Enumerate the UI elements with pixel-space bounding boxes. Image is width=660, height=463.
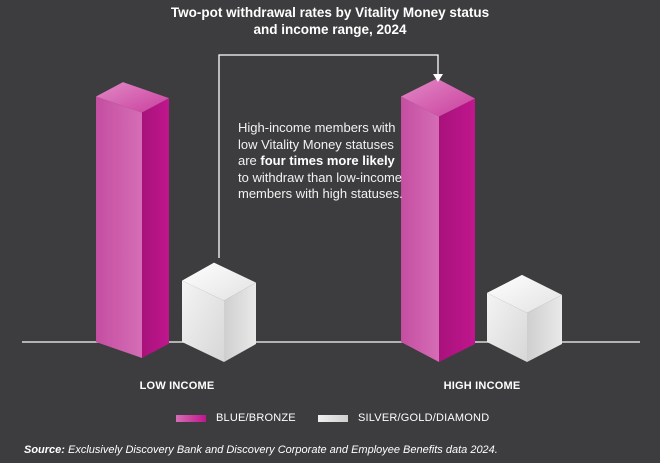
bar-side-face — [224, 282, 256, 362]
legend-label-silver-gold-diamond: SILVER/GOLD/DIAMOND — [358, 412, 490, 424]
legend-label-blue-bronze: BLUE/BRONZE — [216, 412, 296, 424]
source-text: Exclusively Discovery Bank and Discovery… — [64, 444, 498, 456]
legend-swatch-white — [318, 414, 348, 422]
bar-high-income-silver-gold-diamond — [487, 274, 562, 362]
source-label: Source: — [24, 444, 65, 456]
bars-group — [96, 78, 562, 362]
bar-front-face — [182, 280, 224, 362]
bar-front-face — [401, 96, 439, 362]
bar-front-face — [487, 292, 527, 362]
bar-side-face — [142, 98, 169, 359]
category-label-low-income: LOW INCOME — [139, 380, 215, 392]
bar-top-face — [96, 82, 169, 113]
bar-side-face — [439, 98, 475, 362]
annotation-text: High-income members with low Vitality Mo… — [238, 120, 408, 203]
legend-item-silver-gold-diamond: SILVER/GOLD/DIAMOND — [318, 412, 489, 424]
legend-swatch-pink — [176, 414, 206, 422]
bar-top-face — [401, 78, 475, 117]
annotation-part-1: High-income members with low Vitality Mo… — [238, 120, 396, 168]
bar-top-face — [182, 262, 256, 301]
callout-arrow — [218, 54, 443, 258]
category-label-high-income: HIGH INCOME — [443, 380, 521, 392]
source-note: Source: Exclusively Discovery Bank and D… — [24, 444, 498, 456]
chart-title-line-2: and income range, 2024 — [253, 22, 407, 37]
bar-top-face — [487, 274, 562, 313]
annotation-emphasis: four times more likely — [260, 153, 395, 168]
bar-low-income-silver-gold-diamond — [182, 262, 256, 362]
arrowhead-icon — [433, 74, 443, 82]
chart-title: Two-pot withdrawal rates by Vitality Mon… — [0, 4, 660, 38]
legend-item-blue-bronze: BLUE/BRONZE — [176, 412, 296, 424]
bar-low-income-blue-bronze — [96, 82, 169, 359]
annotation-part-3: to withdraw than low-income members with… — [238, 169, 403, 202]
chart-title-line-1: Two-pot withdrawal rates by Vitality Mon… — [170, 5, 490, 20]
bar-side-face — [527, 294, 562, 362]
bar-front-face — [96, 96, 142, 358]
legend: BLUE/BRONZE SILVER/GOLD/DIAMOND — [0, 412, 660, 430]
bar-high-income-blue-bronze — [401, 78, 475, 362]
